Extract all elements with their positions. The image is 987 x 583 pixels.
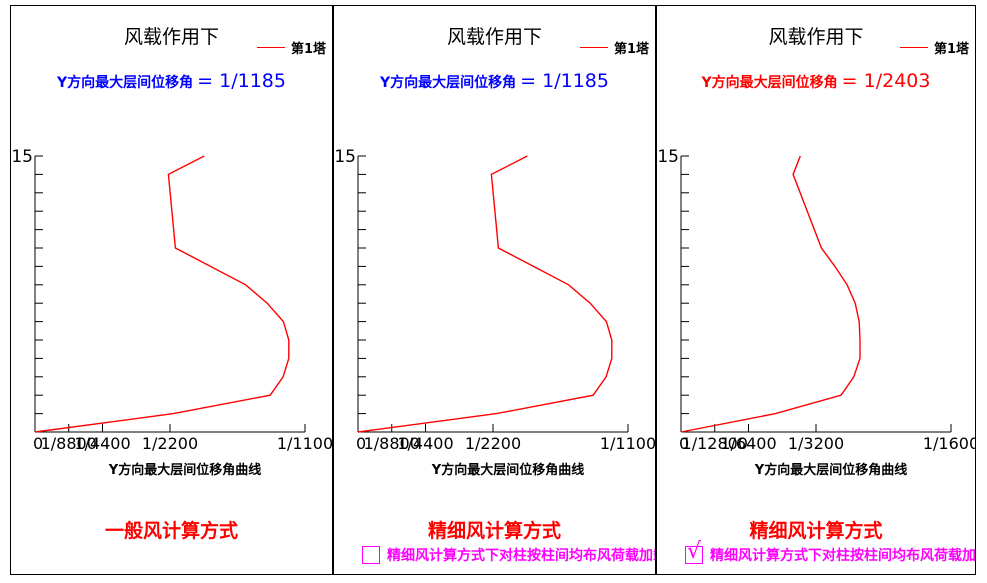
- chart-panel-2: 风载作用下第1塔 Y方向最大层间位移角 = 1/1185 15 0 1/8800 1/440…: [333, 5, 656, 575]
- x-tick-label: 1/12800: [682, 434, 748, 453]
- x-tick-label: 1/1600: [923, 434, 976, 453]
- x-tick-label: 1/2200: [142, 434, 198, 453]
- y-tick-label: 15: [11, 147, 33, 167]
- x-tick-label: 1/4400: [397, 434, 453, 453]
- legend: 第1塔: [579, 38, 649, 57]
- checkbox-label: 精细风计算方式下对柱按柱间均布风荷载加载: [710, 548, 976, 564]
- legend-line-swatch: [256, 47, 285, 48]
- x-tick-label: 1/3200: [788, 434, 844, 453]
- legend-line-swatch: [899, 47, 928, 48]
- y-tick-label: 15: [334, 147, 356, 167]
- max-drift-label: Y方向最大层间位移角: [57, 75, 194, 91]
- series-line-1: [34, 155, 290, 433]
- x-tick-label: 0: [356, 434, 366, 453]
- x-tick-label: 1/1100: [277, 434, 333, 453]
- max-drift-annotation: Y方向最大层间位移角 = 1/2403: [657, 70, 975, 92]
- legend-line-swatch: [579, 47, 608, 48]
- chart-title: 风载作用下: [446, 26, 542, 48]
- x-tick-label: 0: [33, 434, 43, 453]
- checkbox-label: 精细风计算方式下对柱按柱间均布风荷载加载: [387, 548, 656, 564]
- max-drift-value: = 1/1185: [520, 70, 609, 92]
- x-tick-label: 1/8800: [364, 434, 420, 453]
- calculation-method-label: 精细风计算方式: [427, 520, 561, 542]
- x-tick-label: 1/1100: [600, 434, 656, 453]
- calculation-method-label: 一般风计算方式: [104, 520, 238, 542]
- chart-title: 风载作用下: [123, 26, 219, 48]
- legend-label: 第1塔: [933, 42, 969, 57]
- series-line-1: [680, 155, 861, 433]
- legend: 第1塔: [256, 38, 326, 57]
- x-tick-label: 0: [679, 434, 689, 453]
- max-drift-label: Y方向最大层间位移角: [380, 75, 517, 91]
- max-drift-label: Y方向最大层间位移角: [701, 75, 838, 91]
- x-axis-label: Y方向最大层间位移角曲线: [108, 462, 261, 478]
- column-wind-load-option[interactable]: 精细风计算方式下对柱按柱间均布风荷载加载: [362, 545, 656, 565]
- max-drift-value: = 1/1185: [197, 70, 286, 92]
- column-wind-load-option[interactable]: √ 精细风计算方式下对柱按柱间均布风荷载加载: [685, 541, 976, 565]
- calculation-method-label: 精细风计算方式: [749, 520, 883, 542]
- checkmark-icon: √: [687, 539, 702, 564]
- chart-panel-3: 风载作用下第1塔 Y方向最大层间位移角 = 1/2403 15 0 1/12800 1/64…: [656, 5, 976, 575]
- column-wind-load-checkbox[interactable]: √: [685, 541, 703, 564]
- legend: 第1塔: [899, 38, 969, 57]
- x-tick-label: 1/8800: [41, 434, 97, 453]
- y-tick-label: 15: [657, 147, 679, 167]
- x-tick-label: 1/6400: [720, 434, 776, 453]
- legend-label: 第1塔: [290, 42, 326, 57]
- series-line-1: [357, 155, 613, 433]
- chart-title: 风载作用下: [768, 26, 864, 48]
- legend-label: 第1塔: [613, 42, 649, 57]
- x-axis-label: Y方向最大层间位移角曲线: [754, 462, 907, 478]
- x-tick-label: 1/2200: [465, 434, 521, 453]
- chart-panel-1: 风载作用下第1塔 Y方向最大层间位移角 = 1/1185 15 0 1/8800 1/440…: [10, 5, 333, 575]
- max-drift-annotation: Y方向最大层间位移角 = 1/1185: [11, 70, 332, 92]
- max-drift-value: = 1/2403: [841, 70, 931, 92]
- column-wind-load-checkbox[interactable]: [362, 546, 380, 564]
- max-drift-annotation: Y方向最大层间位移角 = 1/1185: [334, 70, 655, 92]
- x-tick-label: 1/4400: [74, 434, 130, 453]
- x-axis-label: Y方向最大层间位移角曲线: [431, 462, 584, 478]
